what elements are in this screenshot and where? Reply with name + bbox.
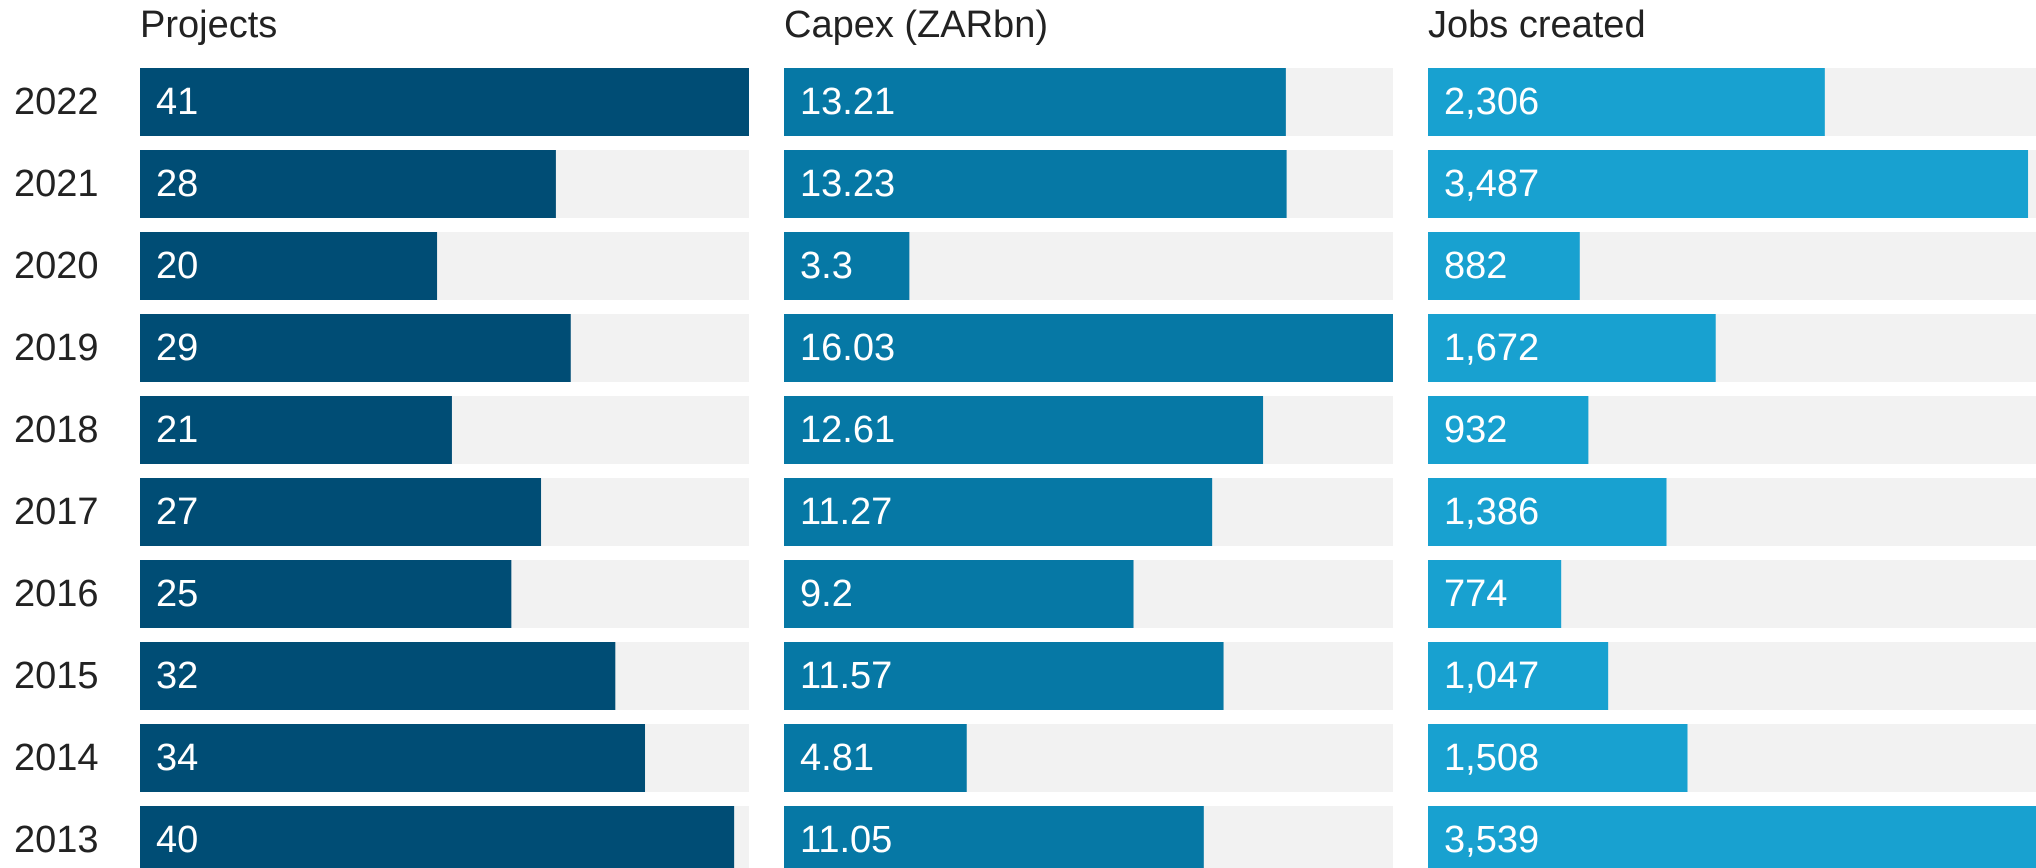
bar: [784, 396, 1264, 464]
value-label: 16.03: [800, 327, 895, 369]
value-label: 32: [156, 655, 198, 697]
bar: [1428, 232, 1580, 300]
value-label: 1,672: [1444, 327, 1539, 369]
bar: [1428, 314, 1716, 382]
panel-title: Projects: [140, 4, 277, 46]
bar: [784, 806, 1204, 868]
value-label: 13.23: [800, 163, 895, 205]
y-tick-label: 2013: [14, 819, 99, 861]
value-label: 29: [156, 327, 198, 369]
value-label: 40: [156, 819, 198, 861]
panel-title: Jobs created: [1428, 4, 1646, 46]
bar: [140, 232, 438, 300]
value-label: 28: [156, 163, 198, 205]
bar: [140, 642, 616, 710]
bar: [1428, 396, 1589, 464]
bar: [140, 68, 749, 136]
y-tick-label: 2016: [14, 573, 99, 615]
bar: [1428, 478, 1667, 546]
value-label: 34: [156, 737, 198, 779]
bar: [140, 806, 735, 868]
value-label: 1,047: [1444, 655, 1539, 697]
bar: [784, 232, 910, 300]
bar: [784, 560, 1134, 628]
value-label: 13.21: [800, 81, 895, 123]
y-tick-label: 2020: [14, 245, 99, 287]
value-label: 11.27: [800, 491, 892, 533]
bar: [140, 150, 556, 218]
y-tick-label: 2019: [14, 327, 99, 369]
bar: [1428, 642, 1609, 710]
value-label: 27: [156, 491, 198, 533]
y-tick-label: 2014: [14, 737, 99, 779]
bar: [1428, 724, 1688, 792]
value-label: 932: [1444, 409, 1507, 451]
value-label: 21: [156, 409, 198, 451]
value-label: 3.3: [800, 245, 853, 287]
y-tick-label: 2018: [14, 409, 99, 451]
bar: [784, 642, 1224, 710]
value-label: 20: [156, 245, 198, 287]
bar: [784, 150, 1287, 218]
y-tick-label: 2017: [14, 491, 99, 533]
panel-title: Capex (ZARbn): [784, 4, 1048, 46]
value-label: 4.81: [800, 737, 874, 779]
value-label: 774: [1444, 573, 1507, 615]
bar: [784, 314, 1393, 382]
value-label: 2,306: [1444, 81, 1539, 123]
value-label: 3,539: [1444, 819, 1539, 861]
value-label: 11.05: [800, 819, 892, 861]
bar: [1428, 68, 1825, 136]
value-label: 9.2: [800, 573, 853, 615]
bar: [784, 68, 1286, 136]
value-label: 41: [156, 81, 198, 123]
bar: [784, 724, 967, 792]
bar: [1428, 560, 1562, 628]
value-label: 1,508: [1444, 737, 1539, 779]
y-tick-label: 2021: [14, 163, 99, 205]
value-label: 12.61: [800, 409, 895, 451]
bar: [140, 724, 646, 792]
bar: [1428, 150, 2029, 218]
bar: [1428, 806, 2036, 868]
y-tick-label: 2015: [14, 655, 99, 697]
value-label: 1,386: [1444, 491, 1539, 533]
bar: [784, 478, 1213, 546]
value-label: 3,487: [1444, 163, 1539, 205]
bar: [140, 478, 542, 546]
bar: [140, 396, 452, 464]
bar: [140, 314, 571, 382]
y-tick-label: 2022: [14, 81, 99, 123]
value-label: 25: [156, 573, 198, 615]
value-label: 11.57: [800, 655, 892, 697]
value-label: 882: [1444, 245, 1507, 287]
bar: [140, 560, 512, 628]
